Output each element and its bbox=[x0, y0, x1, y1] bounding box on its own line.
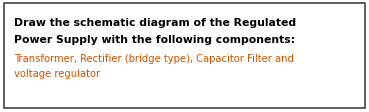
Text: voltage regulator: voltage regulator bbox=[14, 68, 100, 78]
Text: Power Supply with the following components:: Power Supply with the following componen… bbox=[14, 35, 295, 45]
Text: Transformer, Rectifier (bridge type), Capacitor Filter and: Transformer, Rectifier (bridge type), Ca… bbox=[14, 54, 294, 63]
Text: Draw the schematic diagram of the Regulated: Draw the schematic diagram of the Regula… bbox=[14, 18, 296, 28]
